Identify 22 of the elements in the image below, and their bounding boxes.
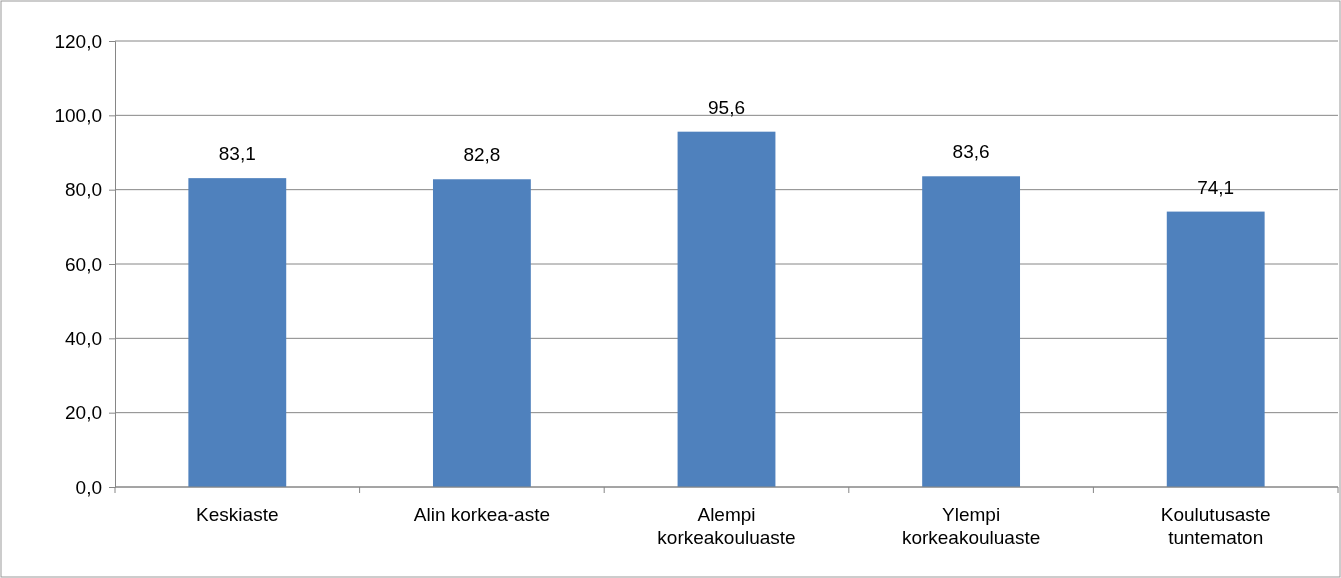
data-label: 83,6 — [952, 141, 990, 163]
data-label: 95,6 — [708, 96, 745, 118]
x-tick-label: Koulutusaste tuntematon — [1160, 504, 1271, 548]
y-tick-label: 80,0 — [65, 179, 102, 201]
x-tick-label: Alempi korkeakouluaste — [657, 504, 796, 548]
y-tick-label: 40,0 — [65, 327, 102, 349]
y-tick-label: 0,0 — [75, 476, 102, 498]
bar — [188, 178, 287, 487]
x-tick-label: Alin korkea-aste — [413, 504, 551, 525]
y-tick-label: 20,0 — [65, 402, 102, 424]
bar — [432, 179, 531, 487]
x-tick-label: Ylempi korkeakouluaste — [901, 504, 1041, 548]
data-label: 74,1 — [1197, 176, 1235, 198]
y-tick-label: 120,0 — [54, 30, 102, 52]
y-tick-label: 100,0 — [54, 104, 102, 126]
x-tick-label: Keskiaste — [196, 504, 279, 525]
data-label: 83,1 — [218, 143, 256, 165]
y-tick-label: 60,0 — [65, 253, 102, 275]
bar — [677, 131, 776, 487]
bar — [922, 176, 1021, 487]
bar — [1166, 211, 1265, 487]
data-label: 82,8 — [463, 144, 501, 166]
